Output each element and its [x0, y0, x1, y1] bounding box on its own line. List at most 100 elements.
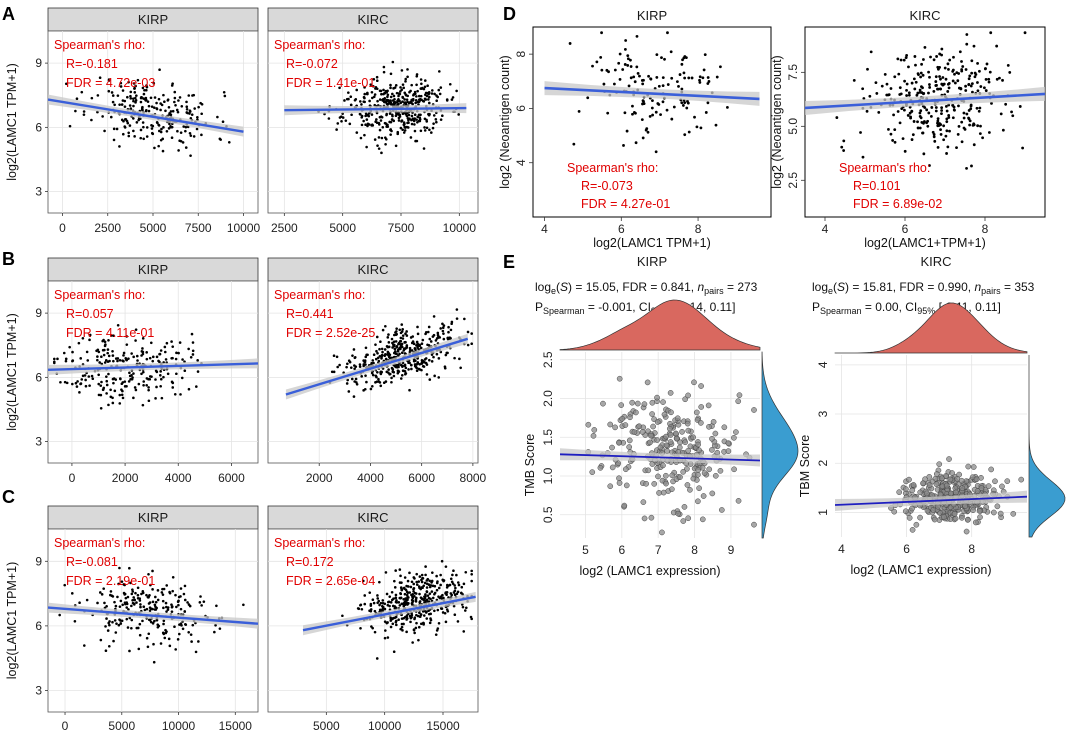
data-point [147, 572, 150, 576]
data-point [409, 363, 413, 367]
data-point [136, 586, 140, 590]
data-point [151, 355, 155, 359]
data-point [64, 359, 68, 363]
data-point [389, 133, 392, 136]
data-point [149, 620, 153, 624]
data-point [353, 367, 356, 371]
stat-part: = -0.001, CI [585, 300, 651, 314]
data-point [187, 387, 191, 391]
data-point [430, 131, 433, 134]
data-point [327, 117, 331, 120]
data-point [168, 113, 171, 116]
data-point [420, 342, 424, 346]
data-point [393, 616, 397, 619]
data-point [198, 601, 202, 604]
data-point [385, 98, 389, 102]
data-point [406, 121, 409, 125]
data-point [861, 87, 865, 91]
data-point [616, 480, 623, 486]
x-axis-label: log2 (LAMC1 expression) [579, 564, 720, 578]
data-point [927, 91, 930, 95]
data-point [641, 99, 645, 102]
data-point [378, 89, 382, 93]
stat-part: pairs [704, 286, 724, 296]
data-point [415, 583, 419, 586]
data-point [359, 603, 362, 607]
data-point [381, 125, 385, 129]
data-point [144, 98, 147, 101]
data-point [418, 344, 421, 348]
data-point [641, 82, 645, 86]
data-point [921, 131, 924, 135]
data-point [398, 568, 402, 571]
data-point [392, 333, 396, 337]
data-point [64, 357, 68, 361]
data-point [666, 425, 673, 432]
data-point [148, 606, 152, 609]
data-point [199, 595, 202, 598]
data-point [457, 113, 460, 116]
data-point [162, 375, 165, 379]
data-point [427, 612, 431, 616]
data-point [196, 359, 199, 362]
data-point [922, 58, 925, 61]
data-point [112, 138, 116, 142]
data-point [947, 113, 951, 117]
data-point [413, 363, 417, 366]
data-point [197, 105, 200, 109]
data-point [171, 345, 175, 348]
data-point [649, 77, 653, 81]
data-point [682, 71, 686, 75]
data-point [375, 349, 378, 353]
data-point [635, 65, 639, 69]
data-point [136, 593, 140, 597]
data-point [158, 352, 162, 356]
data-point [125, 384, 128, 388]
annotation-r: R=0.101 [853, 179, 901, 193]
data-point [644, 128, 648, 132]
data-point [706, 82, 710, 85]
data-point [108, 623, 111, 627]
data-point [425, 126, 429, 130]
trend-fit-line [285, 337, 469, 396]
data-point [896, 489, 903, 496]
data-point [84, 378, 87, 382]
data-point [401, 100, 404, 103]
data-point [751, 521, 757, 528]
data-point [377, 147, 381, 150]
data-point [152, 106, 156, 109]
data-point [113, 389, 117, 393]
data-point [120, 393, 124, 397]
data-point [430, 590, 434, 593]
data-point [242, 603, 245, 607]
data-point [453, 589, 457, 593]
data-point [375, 335, 379, 339]
data-point [106, 629, 110, 632]
data-point [372, 361, 375, 365]
data-point [392, 650, 396, 653]
data-point [444, 620, 448, 624]
facet-title: KIRC [357, 262, 388, 277]
data-point [159, 373, 162, 377]
data-point [907, 65, 910, 69]
data-point [450, 98, 454, 101]
data-point [464, 570, 468, 574]
data-point [917, 73, 920, 77]
data-point [678, 73, 682, 76]
data-point [125, 119, 129, 123]
data-point [420, 87, 424, 90]
data-point [947, 476, 954, 483]
data-point [379, 115, 383, 118]
data-point [631, 104, 634, 108]
y-tick-label: 6 [514, 105, 528, 112]
data-point [73, 619, 77, 623]
data-point [607, 421, 614, 428]
data-point [410, 615, 413, 619]
data-point [918, 114, 922, 118]
data-point [79, 382, 82, 386]
data-point [455, 592, 459, 596]
x-axis-label: log2 (LAMC1 expression) [850, 563, 991, 577]
data-point [946, 145, 950, 149]
data-point [433, 374, 436, 378]
data-point [219, 138, 222, 141]
